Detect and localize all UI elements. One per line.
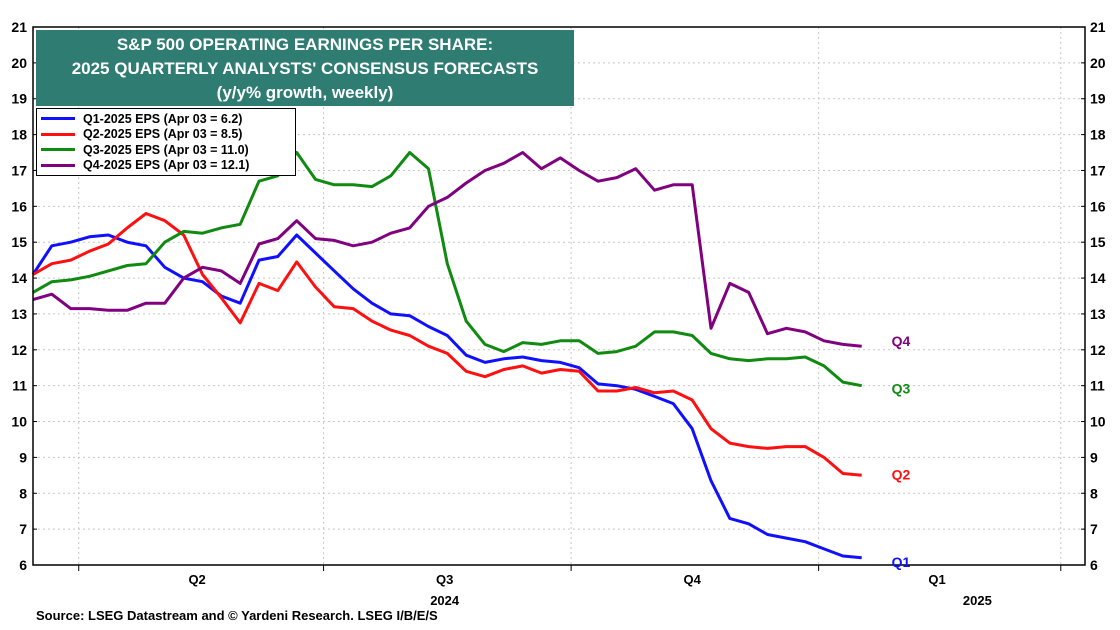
- legend-item-q4: Q4-2025 EPS (Apr 03 = 12.1): [41, 158, 291, 174]
- series-line-q1: [31, 233, 862, 560]
- y-tick-label-left: 19: [11, 91, 27, 107]
- legend-item-q2: Q2-2025 EPS (Apr 03 = 8.5): [41, 127, 291, 143]
- y-tick-label-right: 14: [1090, 270, 1106, 286]
- series-end-label-q3: Q3: [892, 381, 911, 397]
- legend-label-q4: Q4-2025 EPS (Apr 03 = 12.1): [83, 158, 250, 173]
- x-quarter-label: Q2: [188, 572, 205, 587]
- x-year-label: 2024: [430, 593, 460, 608]
- y-tick-label-right: 8: [1090, 485, 1098, 501]
- y-tick-label-left: 18: [11, 127, 27, 143]
- series-lines: [31, 151, 862, 560]
- y-tick-label-right: 13: [1090, 306, 1106, 322]
- legend-label-q2: Q2-2025 EPS (Apr 03 = 8.5): [83, 127, 243, 142]
- y-tick-label-right: 18: [1090, 127, 1106, 143]
- y-tick-label-left: 13: [11, 306, 27, 322]
- series-end-label-q4: Q4: [892, 333, 911, 349]
- y-tick-label-right: 19: [1090, 91, 1106, 107]
- y-tick-label-right: 10: [1090, 414, 1106, 430]
- series-line-q2: [32, 212, 862, 477]
- y-tick-label-right: 17: [1090, 162, 1106, 178]
- series-line-q3: [32, 151, 862, 388]
- x-quarter-label: Q3: [436, 572, 453, 587]
- y-tick-label-right: 20: [1090, 55, 1106, 71]
- y-tick-label-left: 8: [19, 485, 27, 501]
- y-tick-label-left: 6: [19, 557, 27, 573]
- y-tick-label-right: 16: [1090, 198, 1106, 214]
- source-note: Source: LSEG Datastream and © Yardeni Re…: [36, 608, 438, 623]
- x-year-label: 2025: [963, 593, 992, 608]
- y-tick-label-right: 7: [1090, 521, 1098, 537]
- legend-label-q3: Q3-2025 EPS (Apr 03 = 11.0): [83, 142, 249, 157]
- axes: 6 6 7 7 8 8 9 9 10 10 11 11 12 12 13 13 14 14 15 15 16 16 17 17…: [11, 19, 1106, 608]
- legend-swatch-q1: [41, 117, 75, 121]
- y-tick-label-left: 12: [11, 342, 27, 358]
- legend-item-q1: Q1-2025 EPS (Apr 03 = 6.2): [41, 111, 291, 127]
- y-tick-label-right: 11: [1090, 378, 1105, 394]
- y-tick-label-left: 11: [12, 378, 27, 394]
- y-tick-label-left: 21: [11, 19, 27, 35]
- y-tick-label-left: 17: [11, 162, 27, 178]
- y-tick-label-left: 14: [11, 270, 27, 286]
- y-tick-label-left: 20: [11, 55, 27, 71]
- chart-title-box: S&P 500 OPERATING EARNINGS PER SHARE: 20…: [36, 30, 574, 106]
- x-quarter-label: Q4: [684, 572, 702, 587]
- y-tick-label-left: 15: [11, 234, 27, 250]
- chart-subtitle: (y/y% growth, weekly): [216, 83, 394, 102]
- chart-title-line2: 2025 QUARTERLY ANALYSTS' CONSENSUS FOREC…: [71, 59, 539, 78]
- series-line-q4: [32, 151, 862, 348]
- y-tick-label-left: 10: [11, 414, 27, 430]
- legend-swatch-q3: [41, 148, 75, 152]
- y-tick-label-left: 7: [19, 521, 27, 537]
- series-end-label-q2: Q2: [892, 466, 911, 482]
- legend-swatch-q4: [41, 163, 75, 167]
- y-tick-label-left: 9: [19, 449, 27, 465]
- series-end-label-q1: Q1: [892, 554, 911, 570]
- y-tick-label-right: 15: [1090, 234, 1106, 250]
- series-end-labels: Q1 Q2 Q3 Q4: [892, 333, 911, 570]
- plot-frame: [32, 26, 1086, 566]
- y-tick-label-right: 9: [1090, 449, 1098, 465]
- y-tick-label-left: 16: [11, 198, 27, 214]
- y-tick-label-right: 21: [1090, 19, 1106, 35]
- y-tick-label-right: 12: [1090, 342, 1106, 358]
- chart-title-line1: S&P 500 OPERATING EARNINGS PER SHARE:: [116, 35, 494, 54]
- legend-label-q1: Q1-2025 EPS (Apr 03 = 6.2): [83, 111, 243, 126]
- chart-legend: Q1-2025 EPS (Apr 03 = 6.2) Q2-2025 EPS (…: [36, 108, 296, 176]
- legend-swatch-q2: [41, 132, 75, 136]
- y-tick-label-right: 6: [1090, 557, 1098, 573]
- x-quarter-label: Q1: [928, 572, 945, 587]
- legend-item-q3: Q3-2025 EPS (Apr 03 = 11.0): [41, 142, 291, 158]
